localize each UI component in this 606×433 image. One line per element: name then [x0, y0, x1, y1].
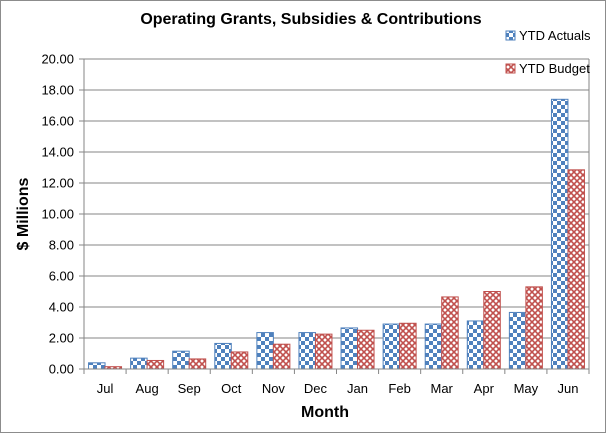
y-axis-ticks: 0.00 2.00 4.00 6.00 8.00 10.00 12.00 14.00 16.00…	[41, 52, 74, 377]
x-tick-label: Oct	[221, 381, 242, 396]
x-tick-label: Aug	[136, 381, 159, 396]
bars	[88, 98, 585, 370]
x-tick-label: Jan	[347, 381, 368, 396]
gridlines	[79, 58, 589, 370]
bar-budget	[399, 322, 417, 370]
x-tick-label: Dec	[304, 381, 328, 396]
y-tick-label: 20.00	[41, 52, 74, 67]
legend-item-actuals: YTD Actuals	[505, 28, 591, 43]
bar-actuals	[88, 362, 106, 370]
y-tick-label: 4.00	[49, 300, 74, 315]
x-tick-label: Jul	[97, 381, 114, 396]
bar-actuals	[424, 323, 443, 370]
chart-title: Operating Grants, Subsidies & Contributi…	[140, 11, 481, 28]
bar-actuals	[130, 357, 148, 370]
bar-actuals	[382, 323, 401, 370]
x-tick-label: Mar	[431, 381, 454, 396]
bar-budget	[357, 329, 375, 370]
bar-budget	[483, 291, 501, 370]
y-axis-title: $ Millions	[15, 177, 32, 250]
x-tick-label: Apr	[474, 381, 495, 396]
y-tick-label: 6.00	[49, 269, 74, 284]
bar-actuals	[340, 327, 359, 370]
bar-actuals	[256, 332, 274, 370]
x-tick-label: Sep	[178, 381, 201, 396]
bar-actuals	[466, 320, 485, 370]
bar-budget	[230, 351, 249, 370]
y-tick-label: 8.00	[49, 238, 74, 253]
bar-budget	[188, 358, 207, 370]
y-tick-label: 14.00	[41, 145, 74, 160]
bar-budget	[146, 359, 165, 370]
y-tick-label: 0.00	[49, 362, 74, 377]
x-axis-title: Month	[301, 404, 349, 421]
x-tick-label: Jun	[557, 381, 578, 396]
y-tick-label: 10.00	[41, 207, 74, 222]
y-tick-label: 18.00	[41, 83, 74, 98]
legend-swatch-actuals	[505, 30, 516, 41]
bar-actuals	[214, 342, 232, 370]
bar-actuals	[550, 98, 569, 370]
x-tick-label: Nov	[262, 381, 286, 396]
bar-budget	[441, 296, 459, 370]
bar-actuals	[298, 332, 316, 370]
bar-budget	[272, 343, 291, 370]
y-tick-label: 2.00	[49, 331, 74, 346]
legend: YTD Actuals YTD Budget	[505, 28, 591, 76]
x-axis-ticks: Jul Aug Sep Oct Nov Dec Jan Feb Mar Apr May Jun	[83, 369, 590, 396]
bar-budget	[525, 286, 543, 370]
y-tick-label: 16.00	[41, 114, 74, 129]
legend-swatch-budget	[505, 63, 516, 74]
legend-label-budget: YTD Budget	[519, 61, 590, 76]
legend-label-actuals: YTD Actuals	[519, 28, 591, 43]
y-tick-label: 12.00	[41, 176, 74, 191]
bar-budget	[314, 333, 333, 370]
bar-actuals	[172, 350, 190, 370]
bar-actuals	[508, 311, 527, 370]
x-tick-label: May	[514, 381, 539, 396]
bar-budget	[567, 169, 585, 370]
x-tick-label: Feb	[388, 381, 410, 396]
legend-item-budget: YTD Budget	[505, 61, 590, 76]
